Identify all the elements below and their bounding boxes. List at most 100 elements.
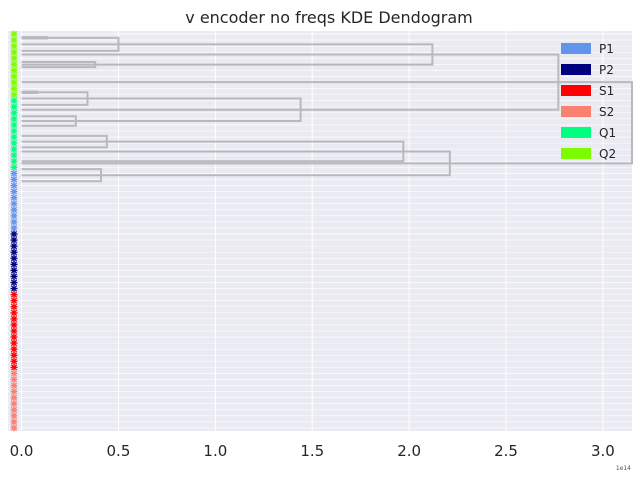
leaf-marker-47	[10, 315, 18, 323]
leaf-marker-39	[10, 266, 18, 274]
leaf-marker-62	[10, 406, 18, 414]
leaf-marker-41	[10, 279, 18, 287]
leaf-marker-33	[10, 230, 18, 238]
plot-area	[8, 31, 632, 431]
leaf-marker-63	[10, 412, 18, 420]
leaf-marker-51	[10, 339, 18, 347]
leaf-marker-37	[10, 254, 18, 262]
legend-item-q2: Q2	[561, 147, 616, 161]
leaf-marker-60	[10, 394, 18, 402]
chart-title: v encoder no freqs KDE Dendogram	[185, 8, 472, 27]
leaf-marker-46	[10, 309, 18, 317]
leaf-markers	[10, 30, 18, 432]
leaf-marker-36	[10, 248, 18, 256]
legend-label-q2: Q2	[599, 147, 616, 161]
x-tick-label-1: 0.5	[107, 442, 131, 460]
legend-item-p2: P2	[561, 63, 614, 77]
leaf-marker-65	[10, 424, 18, 432]
leaf-marker-21	[10, 157, 18, 165]
leaf-marker-20	[10, 151, 18, 159]
leaf-marker-32	[10, 224, 18, 232]
x-tick-label-2: 1.0	[203, 442, 227, 460]
leaf-marker-11	[10, 97, 18, 105]
leaf-marker-0	[10, 30, 18, 38]
leaf-marker-17	[10, 133, 18, 141]
leaf-marker-56	[10, 369, 18, 377]
leaf-marker-59	[10, 388, 18, 396]
x-scale-label: 1e14	[616, 465, 631, 472]
leaf-marker-7	[10, 72, 18, 80]
legend-label-p2: P2	[599, 63, 614, 77]
legend-swatch-p2	[561, 64, 591, 75]
leaf-marker-48	[10, 321, 18, 329]
leaf-marker-28	[10, 200, 18, 208]
leaf-marker-42	[10, 285, 18, 293]
legend-label-p1: P1	[599, 42, 614, 56]
leaf-marker-58	[10, 382, 18, 390]
leaf-marker-9	[10, 85, 18, 93]
legend-item-p1: P1	[561, 42, 614, 56]
leaf-marker-26	[10, 188, 18, 196]
leaf-marker-23	[10, 169, 18, 177]
legend-label-s2: S2	[599, 105, 614, 119]
legend-label-q1: Q1	[599, 126, 616, 140]
leaf-marker-57	[10, 375, 18, 383]
x-tick-label-6: 3.0	[591, 442, 615, 460]
leaf-marker-12	[10, 103, 18, 111]
leaf-marker-35	[10, 242, 18, 250]
leaf-marker-52	[10, 345, 18, 353]
leaf-marker-31	[10, 218, 18, 226]
leaf-marker-6	[10, 66, 18, 74]
legend-label-s1: S1	[599, 84, 614, 98]
leaf-marker-38	[10, 260, 18, 268]
legend-item-q1: Q1	[561, 126, 616, 140]
leaf-marker-45	[10, 303, 18, 311]
leaf-marker-34	[10, 236, 18, 244]
legend-swatch-q2	[561, 148, 591, 159]
legend-swatch-s2	[561, 106, 591, 117]
leaf-marker-27	[10, 194, 18, 202]
legend-swatch-q1	[561, 127, 591, 138]
leaf-marker-44	[10, 297, 18, 305]
legend-item-s1: S1	[561, 84, 614, 98]
leaf-marker-54	[10, 357, 18, 365]
leaf-marker-10	[10, 91, 18, 99]
leaf-marker-18	[10, 139, 18, 147]
link-13	[21, 81, 633, 165]
leaf-marker-4	[10, 54, 18, 62]
leaf-marker-16	[10, 127, 18, 135]
x-axis-ticks: 0.0 0.5 1.0 1.5 2.0 2.5 3.0	[10, 442, 615, 460]
legend: P1 P2 S1 S2 Q1 Q2	[561, 42, 616, 161]
leaf-marker-50	[10, 333, 18, 341]
dendrogram-links	[21, 36, 633, 183]
leaf-marker-24	[10, 175, 18, 183]
leaf-marker-43	[10, 291, 18, 299]
leaf-marker-49	[10, 327, 18, 335]
leaf-marker-19	[10, 145, 18, 153]
x-tick-label-4: 2.0	[397, 442, 421, 460]
leaf-marker-53	[10, 351, 18, 359]
leaf-marker-1	[10, 36, 18, 44]
leaf-marker-55	[10, 363, 18, 371]
leaf-marker-29	[10, 206, 18, 214]
leaf-marker-30	[10, 212, 18, 220]
leaf-marker-8	[10, 79, 18, 87]
legend-item-s2: S2	[561, 105, 614, 119]
leaf-marker-5	[10, 60, 18, 68]
legend-swatch-s1	[561, 85, 591, 96]
legend-swatch-p1	[561, 43, 591, 54]
leaf-marker-61	[10, 400, 18, 408]
leaf-marker-64	[10, 418, 18, 426]
x-tick-label-0: 0.0	[10, 442, 34, 460]
leaf-marker-40	[10, 272, 18, 280]
leaf-marker-13	[10, 109, 18, 117]
leaf-marker-3	[10, 48, 18, 56]
leaf-marker-25	[10, 182, 18, 190]
x-tick-label-5: 2.5	[494, 442, 518, 460]
x-tick-label-3: 1.5	[300, 442, 324, 460]
leaf-marker-2	[10, 42, 18, 50]
leaf-marker-15	[10, 121, 18, 129]
leaf-marker-14	[10, 115, 18, 123]
leaf-marker-22	[10, 163, 18, 171]
